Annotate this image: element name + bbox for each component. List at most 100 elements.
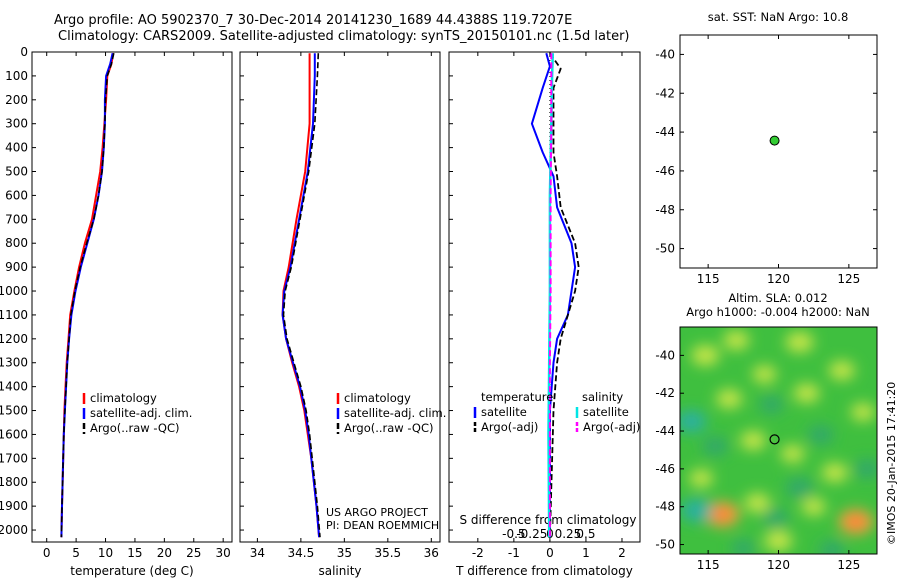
depth-tick-label: 100 (5, 69, 28, 83)
difference-axis-tick-label: -1 (508, 546, 520, 560)
salinity-axis-tick-label: 35 (337, 546, 352, 560)
depth-tick-label: 900 (5, 260, 28, 274)
salinity-legend-item-0-label: climatology (344, 391, 411, 405)
difference-axis-tick-label: 1 (582, 546, 590, 560)
altimetry-lat-tick-label: -40 (655, 348, 675, 362)
difference-plot-frame (448, 51, 641, 543)
difference-axis-tick-label: -2 (472, 546, 484, 560)
temperature-axis-tick-label: 10 (98, 546, 113, 560)
salinity-series-1 (281, 53, 321, 538)
altimetry-title-height: Argo h1000: -0.004 h2000: NaN (686, 305, 870, 319)
depth-tick-label: 1400 (0, 380, 28, 394)
salinity-series-2 (282, 53, 321, 538)
depth-tick-label: 700 (5, 212, 28, 226)
temperature-plot-frame (31, 51, 233, 543)
altimetry-cell (818, 540, 845, 554)
salinity-legend-item-1-label: satellite-adj. clim. (344, 406, 446, 420)
altimetry-lat-tick-label: -44 (655, 424, 675, 438)
altimetry-cell (716, 389, 743, 409)
salinity-axis-tick-label: 34 (250, 546, 265, 560)
salinity-difference-tick-label: 0.5 (576, 527, 595, 541)
difference-series-temperature-argo (549, 52, 580, 538)
location-lat-tick-label: -44 (655, 125, 675, 139)
altimetry-cell (691, 345, 720, 366)
salinity-difference-tick-label: -0.5 (502, 527, 525, 541)
difference-legend-temperature-title: temperature (481, 390, 553, 404)
credit-pi: PI: DEAN ROEMMICH (326, 519, 440, 532)
depth-tick-label: 1100 (0, 308, 28, 322)
altimetry-cell (680, 410, 707, 433)
temperature-axis-tick-label: 0 (43, 546, 51, 560)
depth-tick-label: 1700 (0, 451, 28, 465)
difference-legend-temperature-0-label: satellite (481, 405, 527, 419)
depth-tick-label: 1800 (0, 475, 28, 489)
location-lat-tick-label: -40 (655, 47, 675, 61)
depth-tick-label: 400 (5, 141, 28, 155)
altimetry-lon-tick-label: 120 (767, 558, 790, 572)
difference-legend-temperature-1-label: Argo(-adj) (481, 420, 538, 434)
altimetry-cell (762, 508, 789, 528)
altimetry-lat-tick-label: -50 (655, 538, 675, 552)
altimetry-cell (801, 497, 826, 516)
figure-title: Argo profile: AO 5902370_7 30-Dec-2014 2… (54, 13, 573, 28)
salinity-legend-item-2-label: Argo(..raw -QC) (344, 421, 434, 435)
difference-legend-salinity-0-label: satellite (583, 405, 629, 419)
altimetry-cell (785, 477, 814, 498)
difference-legend-salinity-1-label: Argo(-adj) (583, 420, 640, 434)
depth-tick-label: 1200 (0, 332, 28, 346)
difference-legend-salinity-title: salinity (582, 390, 623, 404)
altimetry-cell (752, 365, 777, 384)
figure-subtitle: Climatology: CARS2009. Satellite-adjuste… (58, 29, 630, 44)
temperature-axis-tick-label: 20 (157, 546, 172, 560)
argo-profile-marker (769, 135, 780, 146)
location-lat-tick-label: -42 (655, 86, 675, 100)
altimetry-lat-tick-label: -46 (655, 462, 675, 476)
depth-tick-label: 300 (5, 117, 28, 131)
altimetry-cell (854, 459, 877, 479)
depth-tick-label: 600 (5, 188, 28, 202)
altimetry-cell (850, 403, 875, 421)
temperature-legend-item-2-label: Argo(..raw -QC) (90, 421, 180, 435)
altimetry-argo-marker (769, 434, 780, 445)
salinity-axis-tick-label: 35.5 (374, 546, 401, 560)
salinity-difference-tick-label: 0.25 (555, 527, 582, 541)
difference-axis-label: T difference from climatology (455, 564, 633, 578)
salinity-axis-tick-label: 36 (424, 546, 439, 560)
altimetry-cell-core (848, 516, 864, 528)
altimetry-cell (740, 431, 767, 450)
depth-tick-label: 500 (5, 165, 28, 179)
temperature-axis-tick-label: 30 (216, 546, 231, 560)
altimetry-cell (731, 539, 756, 554)
credit-project: US ARGO PROJECT (326, 506, 428, 519)
temperature-axis-label: temperature (deg C) (70, 564, 193, 578)
imos-watermark: ©IMOS 20-Jan-2015 17:41:20 (885, 381, 898, 545)
location-map-title: sat. SST: NaN Argo: 10.8 (708, 10, 849, 24)
location-lat-tick-label: -48 (655, 203, 675, 217)
depth-tick-label: 200 (5, 93, 28, 107)
altimetry-cell (764, 530, 793, 551)
depth-tick-label: 1300 (0, 356, 28, 370)
altimetry-lon-tick-label: 115 (697, 558, 720, 572)
altimetry-cell (680, 498, 713, 523)
difference-series-temperature-satellite (530, 52, 577, 538)
altimetry-cell (821, 463, 848, 483)
location-lon-tick-label: 115 (697, 272, 720, 286)
difference-axis-tick-label: 0 (546, 546, 554, 560)
location-lat-tick-label: -46 (655, 164, 675, 178)
altimetry-heatmap (680, 327, 877, 554)
depth-tick-label: 1600 (0, 427, 28, 441)
location-map-frame (679, 34, 878, 269)
altimetry-cell (828, 361, 855, 381)
temperature-legend-item-0-label: climatology (90, 391, 157, 405)
altimetry-cell (702, 436, 729, 456)
altimetry-lon-tick-label: 125 (837, 558, 860, 572)
temperature-axis-tick-label: 25 (186, 546, 201, 560)
difference-series-salinity-argo (548, 53, 553, 538)
altimetry-cell (744, 493, 771, 513)
temperature-axis-tick-label: 5 (72, 546, 80, 560)
location-lon-tick-label: 125 (837, 272, 860, 286)
altimetry-cell-core (714, 508, 730, 520)
depth-tick-label: 0 (20, 45, 28, 59)
altimetry-lat-tick-label: -48 (655, 500, 675, 514)
